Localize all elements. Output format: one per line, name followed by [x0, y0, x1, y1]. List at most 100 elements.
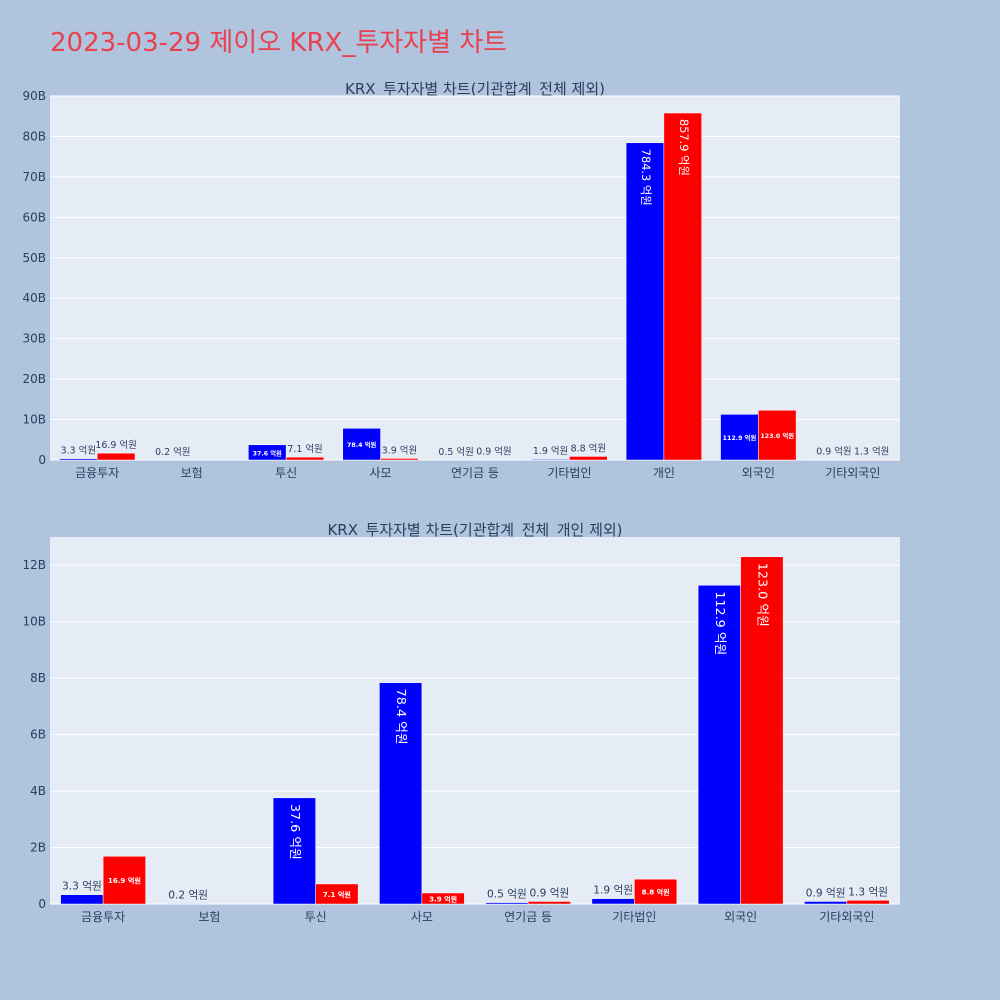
bar — [697, 585, 741, 905]
y-tick-label: 70B — [22, 170, 46, 184]
y-tick-label: 4B — [30, 784, 46, 798]
data-label: 8.8 억원 — [642, 888, 670, 897]
x-tick-label: 보험 — [198, 910, 220, 924]
data-label: 123.0 억원 — [760, 431, 794, 440]
data-label: 7.1 억원 — [323, 890, 351, 899]
data-label: 0.9 억원 — [816, 446, 851, 458]
y-tick-label: 20B — [22, 372, 46, 386]
data-label: 0.9 억원 — [529, 886, 569, 899]
bar — [285, 456, 325, 461]
bar — [60, 894, 104, 905]
data-label: 3.9 억원 — [429, 894, 457, 903]
data-label: 0.5 억원 — [487, 888, 527, 901]
data-label: 0.9 억원 — [476, 446, 511, 458]
bar — [248, 444, 287, 461]
page-title: 2023-03-29 제이오 KRX_투자자별 차트 — [50, 28, 508, 58]
data-label: 0.2 억원 — [155, 446, 190, 458]
bar — [166, 903, 210, 905]
bar — [625, 142, 665, 461]
bar — [102, 856, 146, 905]
bar — [380, 458, 419, 461]
x-tick-label: 기타외국인 — [825, 466, 880, 480]
data-label: 0.5 억원 — [438, 446, 473, 458]
x-tick-label: 기타법인 — [547, 466, 591, 480]
data-label: 1.9 억원 — [533, 445, 568, 457]
data-label: 112.9 억원 — [723, 433, 757, 442]
x-tick-label: 사모 — [411, 910, 433, 924]
x-tick-label: 개인 — [653, 466, 675, 480]
data-label: 78.4 억원 — [393, 689, 408, 745]
y-tick-label: 6B — [30, 728, 46, 742]
bar — [740, 556, 784, 905]
data-label: 123.0 억원 — [754, 563, 769, 627]
bar — [634, 878, 678, 905]
data-label: 78.4 억원 — [347, 440, 376, 449]
data-label: 16.9 억원 — [95, 439, 136, 451]
data-label: 857.9 억원 — [677, 119, 691, 176]
bar — [527, 901, 571, 905]
x-tick-label: 금융투자 — [81, 910, 125, 924]
data-label: 3.3 억원 — [61, 445, 96, 457]
bar — [663, 112, 702, 461]
bar — [591, 898, 635, 905]
bar — [758, 410, 797, 461]
bar — [485, 902, 529, 905]
y-tick-label: 50B — [22, 251, 46, 265]
y-tick-label: 30B — [22, 332, 46, 346]
y-tick-label: 10B — [22, 413, 46, 427]
y-tick-label: 0 — [38, 453, 46, 467]
bar — [569, 456, 608, 461]
data-label: 0.9 억원 — [806, 886, 846, 899]
chart-title: KRX_투자자별 차트(기관합계_전체 제외) — [345, 80, 605, 99]
chart-investor-all: KRX_투자자별 차트(기관합계_전체 제외) 0 10B 20B 30B 40B 50B 6… — [0, 76, 1000, 480]
bar — [96, 452, 136, 461]
x-tick-label: 외국인 — [724, 910, 757, 924]
data-label: 7.1 억원 — [287, 443, 322, 455]
data-label: 3.9 억원 — [382, 444, 417, 456]
data-label: 1.3 억원 — [848, 885, 888, 898]
y-tick-label: 2B — [30, 841, 46, 855]
y-tick-label: 0 — [38, 897, 46, 911]
x-tick-label: 금융투자 — [75, 466, 119, 480]
plot-area — [50, 96, 900, 460]
x-tick-label: 기타외국인 — [819, 910, 874, 924]
x-tick-label: 기타법인 — [612, 910, 656, 924]
chart-title: KRX_투자자별 차트(기관합계_전체_개인 제외) — [327, 521, 622, 540]
data-label: 1.3 억원 — [854, 445, 889, 457]
bar — [342, 428, 381, 461]
y-tick-label: 8B — [30, 671, 46, 685]
chart-2-svg: KRX_투자자별 차트(기관합계_전체_개인 제외) 0 2B 4B 6B 8B 10B 12… — [22, 521, 900, 924]
bar — [531, 458, 570, 461]
x-tick-label: 사모 — [370, 466, 392, 480]
bar — [846, 900, 890, 905]
bar — [720, 414, 759, 461]
y-tick-label: 60B — [22, 210, 46, 224]
data-label: 8.8 억원 — [571, 442, 606, 454]
bar — [59, 458, 98, 461]
data-label: 784.3 억원 — [639, 149, 653, 206]
bar — [272, 797, 316, 905]
y-tick-label: 90B — [22, 89, 46, 103]
data-label: 112.9 억원 — [712, 591, 727, 655]
data-label: 16.9 억원 — [108, 876, 141, 885]
y-tick-label: 40B — [22, 291, 46, 305]
bar — [852, 459, 891, 461]
data-label: 1.9 억원 — [593, 884, 633, 897]
bar — [804, 901, 848, 905]
bar — [379, 682, 423, 905]
x-tick-label: 외국인 — [742, 466, 775, 480]
data-label: 0.2 억원 — [168, 888, 208, 901]
y-tick-label: 12B — [22, 558, 46, 572]
data-label: 37.6 억원 — [287, 804, 302, 860]
data-label: 37.6 억원 — [253, 448, 282, 457]
chart-1-svg: KRX_투자자별 차트(기관합계_전체 제외) 0 10B 20B 30B 40B 50B 6… — [22, 80, 900, 480]
x-tick-label: 보험 — [181, 466, 203, 480]
bar — [421, 892, 465, 905]
x-tick-label: 연기금 등 — [451, 466, 499, 480]
bar — [315, 883, 359, 905]
x-tick-label: 투신 — [275, 466, 297, 480]
y-tick-label: 80B — [22, 129, 46, 143]
x-tick-label: 투신 — [305, 910, 327, 924]
y-tick-label: 10B — [22, 615, 46, 629]
data-label: 3.3 억원 — [62, 880, 102, 893]
